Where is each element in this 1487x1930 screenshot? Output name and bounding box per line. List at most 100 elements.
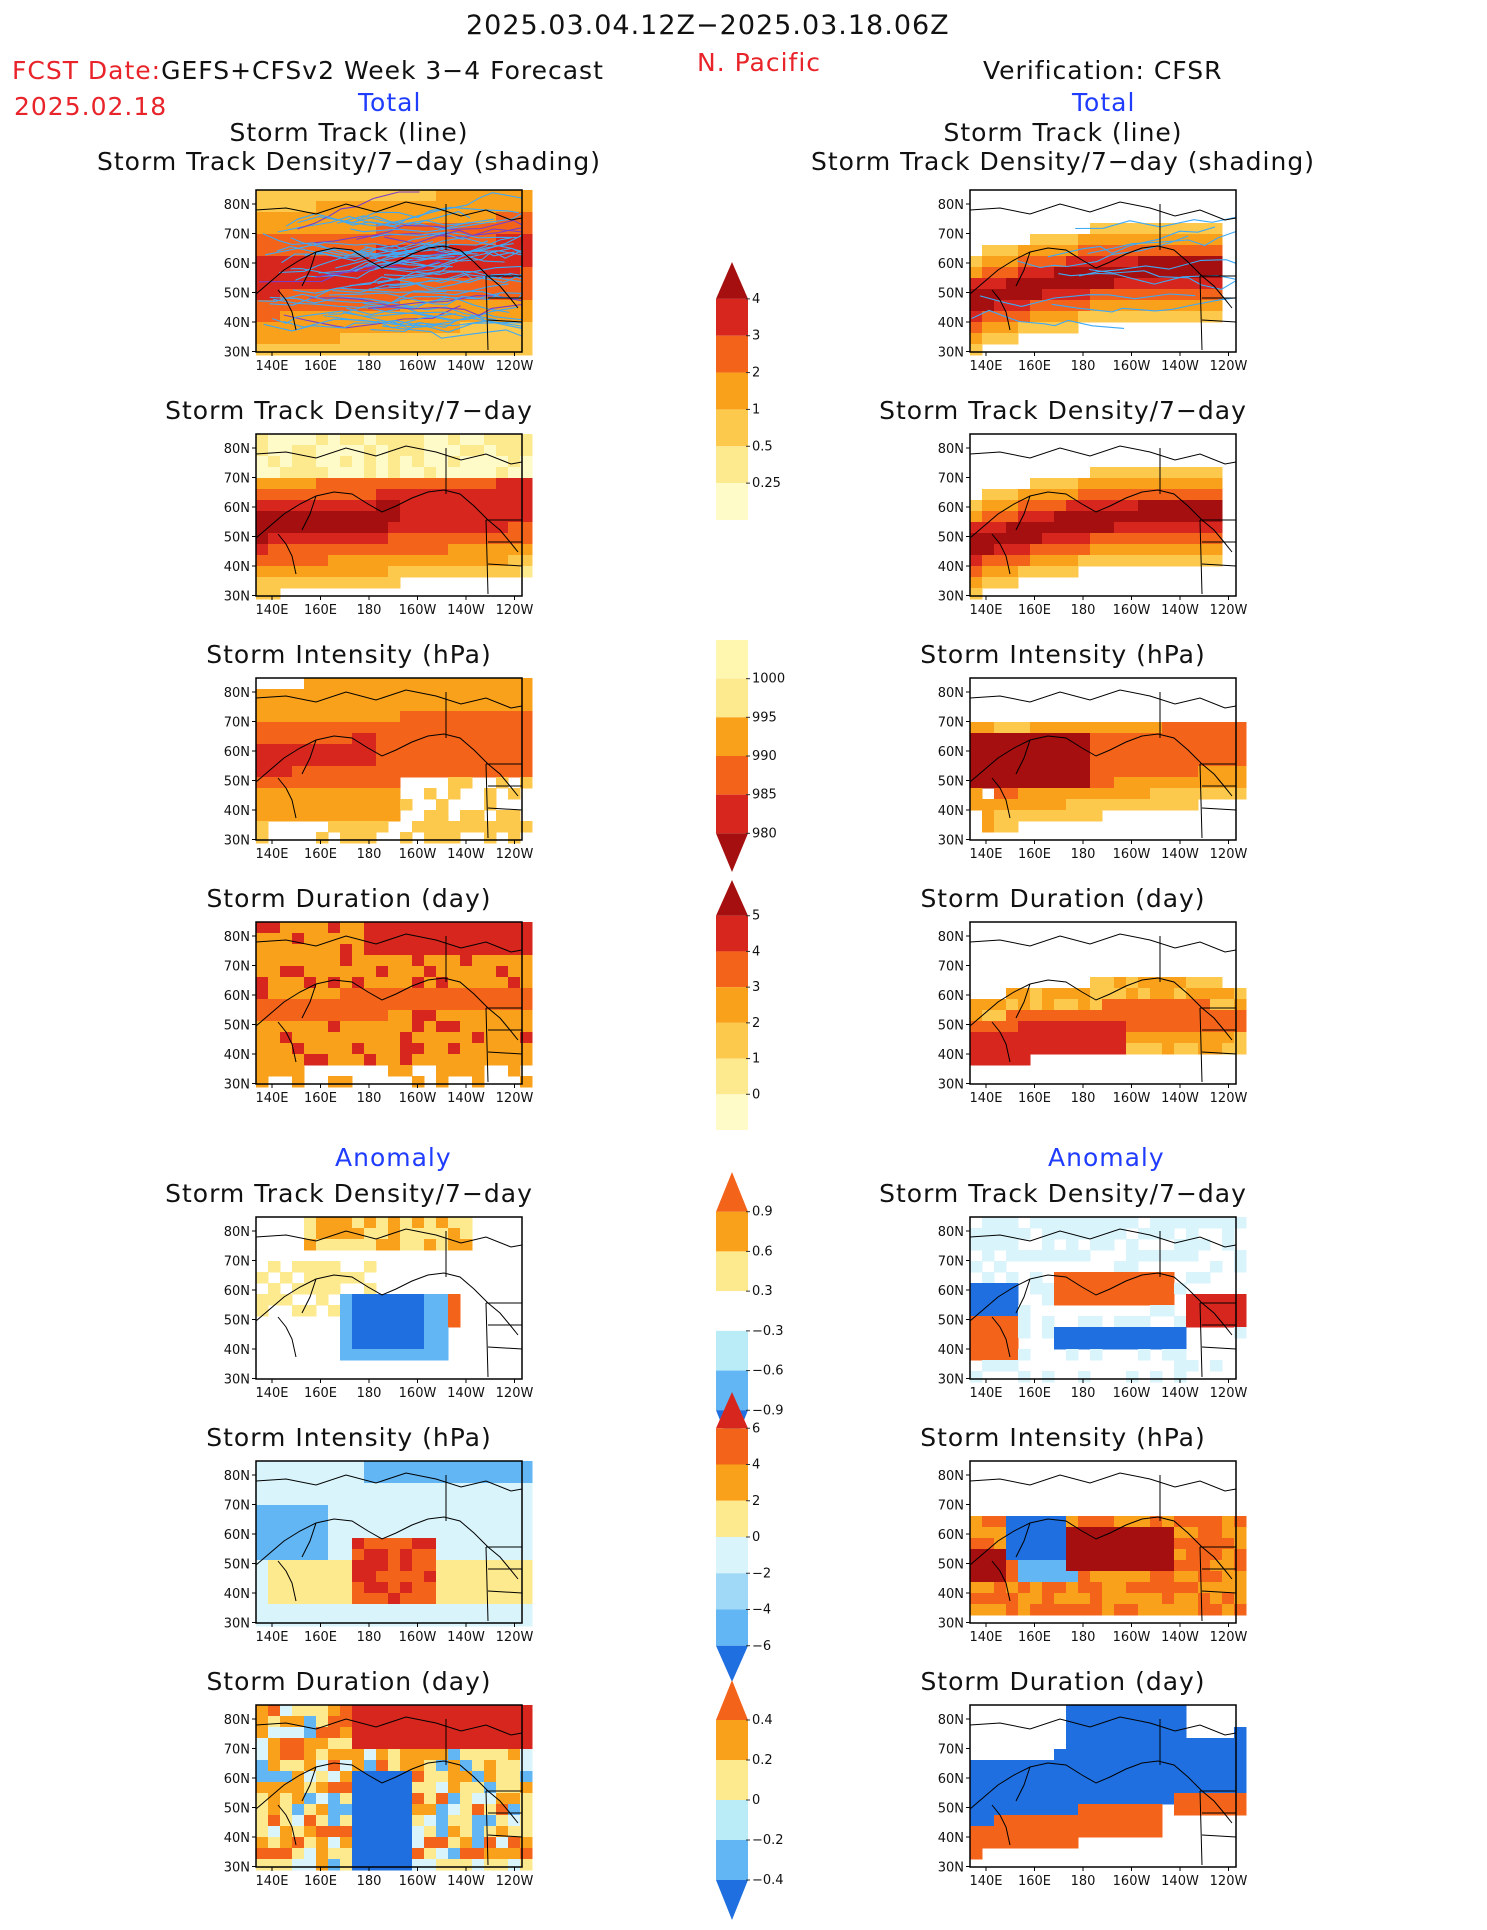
shade-cell <box>1102 1826 1115 1838</box>
shade-cell <box>448 999 461 1011</box>
shade-cell <box>1066 544 1079 556</box>
shade-cell <box>268 555 281 567</box>
shade-cell <box>1210 1604 1223 1616</box>
shade-cell <box>472 922 485 934</box>
shade-cell <box>982 1327 995 1339</box>
lat-tick-label: 30N <box>938 1078 964 1093</box>
colorbar-label: 1 <box>752 1052 760 1067</box>
shade-cell <box>508 1032 521 1044</box>
shade-cell <box>508 1793 521 1805</box>
shade-cell <box>364 467 377 479</box>
shade-cell <box>1174 1804 1187 1816</box>
shade-cell <box>520 1705 533 1717</box>
shade-cell <box>1006 1054 1019 1066</box>
lon-tick-label: 160W <box>399 1874 437 1889</box>
shade-cell <box>1162 1538 1175 1550</box>
shade-cell <box>508 1716 521 1728</box>
shade-cell <box>376 1815 389 1827</box>
shade-cell <box>328 1305 341 1317</box>
shade-cell <box>496 700 509 712</box>
shade-cell <box>520 1593 533 1605</box>
shade-cell <box>1150 1032 1163 1044</box>
shade-cell <box>1018 533 1031 545</box>
shade-cell <box>292 1538 305 1550</box>
lat-tick-label: 40N <box>938 316 964 331</box>
shade-cell <box>448 1032 461 1044</box>
shade-cell <box>1150 478 1163 490</box>
shade-cell <box>508 1705 521 1717</box>
shade-cell <box>352 1771 365 1783</box>
shade-cell <box>1030 289 1043 301</box>
shade-cell <box>1186 1032 1199 1044</box>
shade-cell <box>412 1582 425 1594</box>
shade-cell <box>280 190 293 202</box>
shade-cell <box>1186 1239 1199 1251</box>
colorbar-swatch <box>716 1760 748 1800</box>
coastline <box>485 1007 489 1083</box>
shade-cell <box>520 999 533 1011</box>
shade-cell <box>1138 1760 1151 1772</box>
shade-cell <box>1090 1593 1103 1605</box>
shade-cell <box>1174 555 1187 567</box>
shade-cell <box>280 1738 293 1750</box>
shade-cell <box>484 733 497 745</box>
shade-cell <box>316 1294 329 1306</box>
shade-cell <box>472 333 485 345</box>
shade-cell <box>340 788 353 800</box>
shade-cell <box>328 467 341 479</box>
shade-cell <box>340 832 353 844</box>
shade-cell <box>994 1021 1007 1033</box>
shade-cell <box>424 1749 437 1761</box>
shade-cell <box>448 1615 461 1627</box>
shade-cell <box>376 1593 389 1605</box>
shade-cell <box>304 322 317 334</box>
shade-cell <box>388 810 401 822</box>
shade-cell <box>484 1848 497 1860</box>
shade-cell <box>304 511 317 523</box>
shade-cell <box>1054 522 1067 534</box>
shade-cell <box>364 300 377 312</box>
shade-cell <box>292 1043 305 1055</box>
shade-cell <box>352 1804 365 1816</box>
shade-cell <box>280 300 293 312</box>
lon-tick-label: 160W <box>1113 603 1151 618</box>
shade-cell <box>364 933 377 945</box>
shade-cell <box>436 478 449 490</box>
shade-cell <box>1210 522 1223 534</box>
colorbar-swatch <box>716 483 748 520</box>
coastline <box>487 1590 523 1594</box>
shade-cell <box>1186 511 1199 523</box>
shade-cell <box>424 1771 437 1783</box>
shade-cell <box>352 744 365 756</box>
shade-cell <box>340 1604 353 1616</box>
shade-cell <box>268 755 281 767</box>
shade-cell <box>484 966 497 978</box>
shade-cell <box>472 1815 485 1827</box>
lat-tick-label: 50N <box>938 1019 964 1034</box>
shade-cell <box>472 988 485 1000</box>
shade-cell <box>316 1837 329 1849</box>
colorbar-swatch <box>716 1840 748 1880</box>
shade-cell <box>1162 1021 1175 1033</box>
storm-track-line <box>370 231 523 239</box>
shade-cell <box>280 1516 293 1528</box>
shade-cell <box>508 1859 521 1871</box>
shade-cell <box>1186 1804 1199 1816</box>
shade-cell <box>994 1043 1007 1055</box>
shade-cell <box>496 1505 509 1517</box>
shade-cell <box>328 223 341 235</box>
shade-cell <box>1222 1538 1235 1550</box>
shade-cell <box>340 1305 353 1317</box>
lat-tick-label: 80N <box>938 1713 964 1728</box>
shade-cell <box>1174 1716 1187 1728</box>
shade-cell <box>994 766 1007 778</box>
shade-cell <box>304 1505 317 1517</box>
storm-track-line <box>281 253 455 264</box>
shade-cell <box>364 223 377 235</box>
shade-cell <box>1150 1043 1163 1055</box>
lat-tick-label: 30N <box>224 1078 250 1093</box>
colorbar-swatch <box>716 1058 748 1095</box>
shade-cell <box>1126 1217 1139 1229</box>
shade-cell <box>328 533 341 545</box>
shade-cell <box>340 1749 353 1761</box>
